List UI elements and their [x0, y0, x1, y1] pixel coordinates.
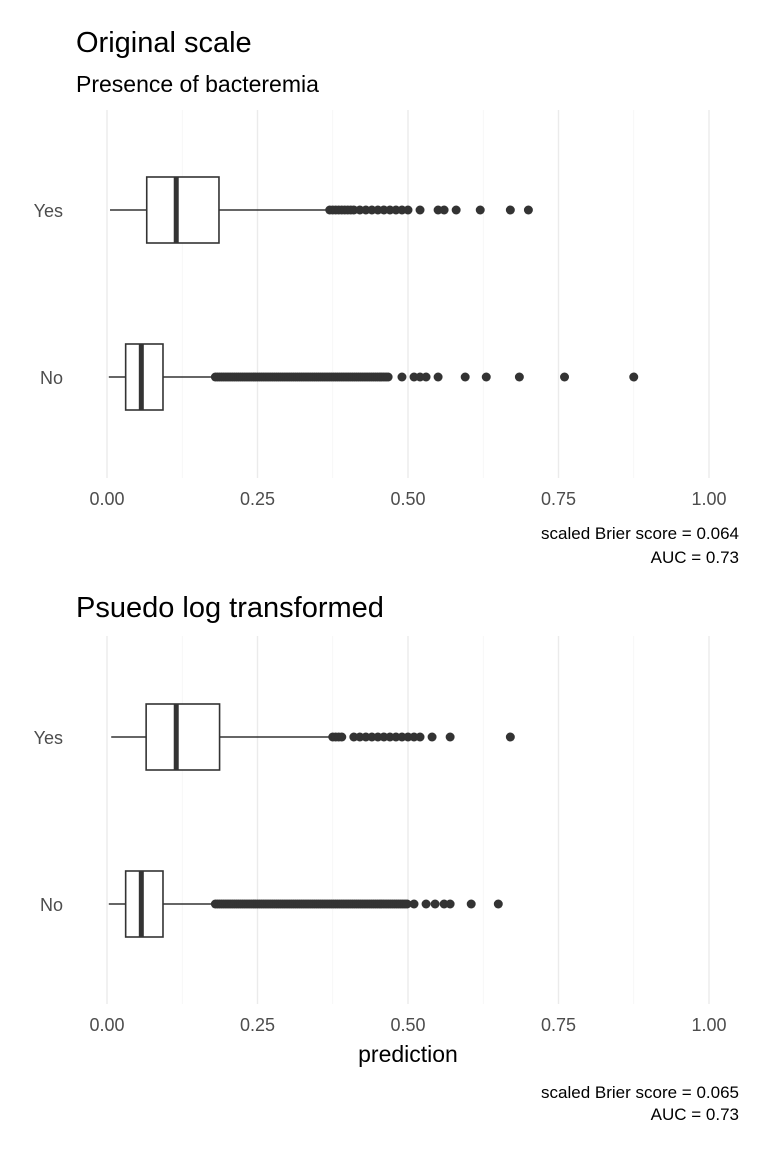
y-category-label: No	[40, 368, 63, 388]
outlier-point	[427, 732, 437, 742]
grid	[106, 110, 710, 478]
outliers	[325, 205, 533, 215]
x-tick-label: 0.00	[89, 489, 124, 509]
x-tick-label: 0.25	[240, 489, 275, 509]
panel-title: Psuedo log transformed	[76, 592, 384, 624]
outlier-point	[397, 372, 407, 382]
x-axis-title-group: prediction	[358, 1041, 458, 1067]
boxplot-yes	[111, 703, 515, 771]
x-tick-label: 0.50	[390, 489, 425, 509]
x-tick-label: 1.00	[691, 1015, 726, 1035]
y-axis-labels: Yes No	[34, 728, 63, 915]
grid	[106, 636, 710, 1004]
box	[145, 703, 221, 771]
outlier-point	[466, 899, 476, 909]
x-axis-title: prediction	[358, 1041, 458, 1067]
y-category-label: Yes	[34, 201, 63, 221]
outlier-point	[433, 372, 443, 382]
outlier-point	[337, 732, 347, 742]
x-axis-ticks: 0.00 0.25 0.50 0.75 1.00	[89, 1015, 726, 1035]
y-category-label: Yes	[34, 728, 63, 748]
x-tick-label: 0.75	[541, 489, 576, 509]
x-tick-label: 0.75	[541, 1015, 576, 1035]
panel-subtitle: Presence of bacteremia	[76, 71, 319, 97]
boxplots	[108, 703, 515, 938]
x-tick-label: 0.50	[390, 1015, 425, 1035]
boxplot-yes	[110, 176, 533, 244]
outlier-point	[445, 899, 455, 909]
outlier-point	[560, 372, 570, 382]
outlier-point	[430, 899, 440, 909]
panel-title: Original scale	[76, 27, 252, 59]
outlier-point	[493, 899, 503, 909]
box	[145, 176, 220, 244]
outlier-point	[421, 899, 431, 909]
x-tick-label: 0.25	[240, 1015, 275, 1035]
caption-brier: scaled Brier score = 0.065	[541, 1083, 739, 1102]
outlier-point	[451, 205, 461, 215]
boxplot-no	[108, 870, 503, 938]
outlier-point	[445, 732, 455, 742]
outlier-point	[383, 372, 393, 382]
caption: scaled Brier score = 0.065 AUC = 0.73	[541, 1083, 739, 1124]
outlier-point	[475, 205, 485, 215]
caption-auc: AUC = 0.73	[651, 548, 739, 567]
outliers	[328, 732, 515, 742]
outlier-point	[481, 372, 491, 382]
outlier-point	[421, 372, 431, 382]
box	[124, 343, 164, 411]
box	[124, 870, 164, 938]
panel-original-scale: Original scale Presence of bacteremia Ye…	[34, 27, 739, 567]
outlier-point	[403, 205, 413, 215]
boxplot-no	[108, 343, 639, 411]
x-tick-label: 0.00	[89, 1015, 124, 1035]
outliers	[210, 899, 503, 909]
outliers	[210, 372, 639, 382]
caption-brier: scaled Brier score = 0.064	[541, 524, 739, 543]
caption: scaled Brier score = 0.064 AUC = 0.73	[541, 524, 739, 567]
y-category-label: No	[40, 895, 63, 915]
panel-psuedo-log-transformed: Psuedo log transformed Yes No 0.00 0.25 0.5…	[34, 592, 739, 1124]
outlier-point	[523, 205, 533, 215]
outlier-point	[505, 205, 515, 215]
x-tick-label: 1.00	[691, 489, 726, 509]
outlier-point	[460, 372, 470, 382]
x-axis-ticks: 0.00 0.25 0.50 0.75 1.00	[89, 489, 726, 509]
outlier-point	[402, 899, 412, 909]
outlier-point	[415, 732, 425, 742]
outlier-point	[415, 205, 425, 215]
outlier-point	[505, 732, 515, 742]
y-axis-labels: Yes No	[34, 201, 63, 388]
outlier-point	[514, 372, 524, 382]
outlier-point	[629, 372, 639, 382]
caption-auc: AUC = 0.73	[651, 1105, 739, 1124]
boxplots	[108, 176, 639, 411]
outlier-point	[439, 205, 449, 215]
outlier-point	[409, 899, 419, 909]
